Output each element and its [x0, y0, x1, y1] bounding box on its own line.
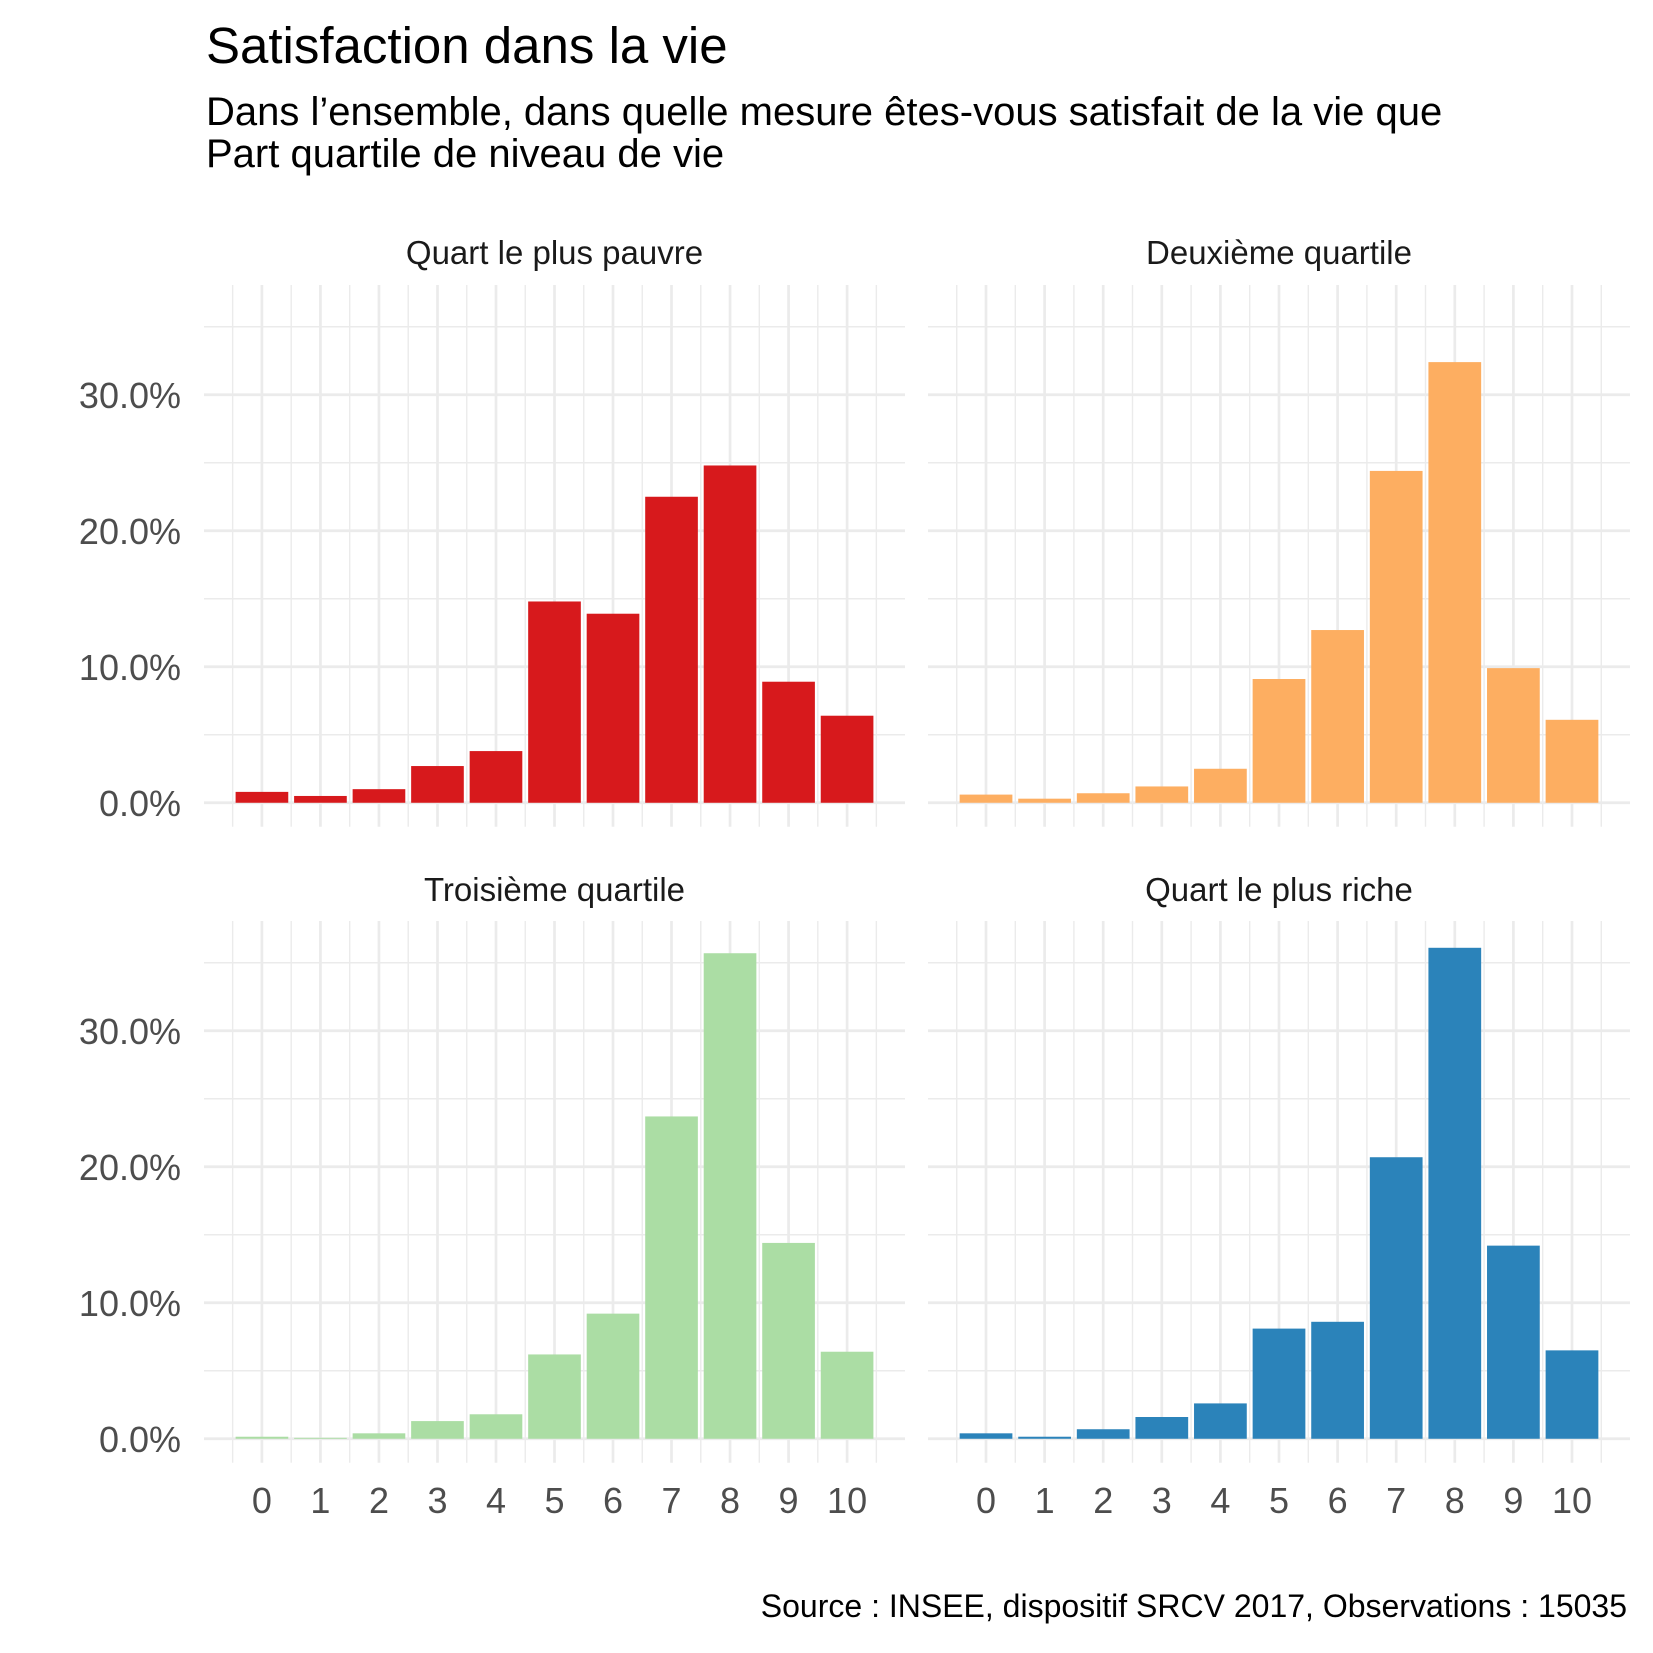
chart-caption: Source : INSEE, dispositif SRCV 2017, Ob… [761, 1588, 1627, 1624]
bar [352, 1433, 406, 1439]
bar [1369, 1157, 1423, 1439]
bar [645, 1116, 698, 1439]
y-tick-label: 20.0% [79, 1147, 181, 1188]
x-tick-label: 0 [252, 1480, 272, 1521]
bar [528, 601, 581, 803]
facet-panels: Quart le plus pauvre0.0%10.0%20.0%30.0%D… [79, 234, 1630, 1521]
facet-strip-label: Quart le plus riche [1145, 871, 1413, 908]
bar [1369, 470, 1423, 803]
bar [959, 794, 1013, 803]
bar [1428, 947, 1482, 1439]
x-tick-label: 9 [779, 1480, 799, 1521]
bar [294, 1437, 347, 1439]
bar [411, 1421, 464, 1439]
bar [235, 1436, 289, 1439]
x-tick-label: 8 [720, 1480, 740, 1521]
x-tick-label: 2 [1093, 1480, 1113, 1521]
x-tick-label: 3 [427, 1480, 447, 1521]
bar [703, 953, 757, 1439]
x-tick-label: 4 [1210, 1480, 1230, 1521]
bar [1428, 362, 1482, 803]
bar [235, 791, 289, 803]
bar [703, 465, 757, 803]
facet-panel: Deuxième quartile [928, 234, 1630, 827]
x-tick-label: 5 [1269, 1480, 1289, 1521]
y-tick-label: 30.0% [79, 375, 181, 416]
bar [645, 496, 698, 803]
bar [762, 1242, 815, 1439]
bar [1076, 793, 1130, 803]
x-tick-label: 10 [827, 1480, 867, 1521]
y-tick-label: 10.0% [79, 1283, 181, 1324]
bar [586, 613, 640, 803]
y-tick-label: 0.0% [99, 1419, 181, 1460]
y-tick-label: 30.0% [79, 1011, 181, 1052]
bar [352, 789, 406, 803]
x-tick-label: 1 [1035, 1480, 1055, 1521]
chart-subtitle-line-1: Dans l’ensemble, dans quelle mesure êtes… [206, 90, 1442, 134]
bar [1545, 719, 1599, 803]
bar [586, 1313, 640, 1439]
x-tick-label: 9 [1503, 1480, 1523, 1521]
bar [1487, 1245, 1540, 1439]
y-tick-label: 10.0% [79, 647, 181, 688]
bar [762, 681, 815, 803]
bar [1018, 798, 1071, 803]
bar [1252, 679, 1306, 803]
bar [528, 1354, 581, 1439]
x-tick-label: 5 [544, 1480, 564, 1521]
y-tick-label: 0.0% [99, 783, 181, 824]
bar [1252, 1328, 1306, 1439]
x-tick-label: 7 [662, 1480, 682, 1521]
bar [411, 766, 464, 803]
bar [1194, 768, 1247, 803]
bar [820, 1351, 874, 1439]
bar [1135, 1417, 1189, 1439]
bar [820, 715, 874, 803]
x-tick-label: 7 [1386, 1480, 1406, 1521]
bar [1076, 1429, 1130, 1439]
facet-panel: Quart le plus riche 0 1 2 3 4 5 6 7 8 9 10 [928, 871, 1630, 1521]
bar [1018, 1436, 1071, 1439]
bar [959, 1433, 1013, 1439]
x-tick-label: 10 [1552, 1480, 1592, 1521]
bar [294, 795, 347, 803]
bar [1194, 1403, 1247, 1439]
facet-panel: Quart le plus pauvre 0.0% 10.0% 20.0% 30.0% [79, 234, 905, 827]
x-tick-label: 2 [369, 1480, 389, 1521]
bar [1545, 1350, 1599, 1439]
x-tick-label: 0 [976, 1480, 996, 1521]
bar [1311, 630, 1364, 803]
bar [1311, 1321, 1364, 1439]
bar [469, 1414, 523, 1439]
x-tick-label: 3 [1152, 1480, 1172, 1521]
x-tick-label: 6 [603, 1480, 623, 1521]
chart-title: Satisfaction dans la vie [206, 17, 728, 74]
facet-panel: Troisième quartile 0.0% 10.0% 20.0% 30.0% 0 1 2… [79, 871, 905, 1521]
x-tick-label: 1 [310, 1480, 330, 1521]
bar [1135, 786, 1189, 803]
x-tick-label: 4 [486, 1480, 506, 1521]
facet-strip-label: Troisième quartile [424, 871, 685, 908]
facet-strip-label: Deuxième quartile [1146, 234, 1412, 271]
chart-subtitle-line-2: Part quartile de niveau de vie [206, 132, 724, 176]
y-tick-label: 20.0% [79, 511, 181, 552]
bar [1487, 668, 1540, 803]
facet-strip-label: Quart le plus pauvre [406, 234, 703, 271]
bar [469, 751, 523, 803]
x-tick-label: 6 [1328, 1480, 1348, 1521]
x-tick-label: 8 [1445, 1480, 1465, 1521]
